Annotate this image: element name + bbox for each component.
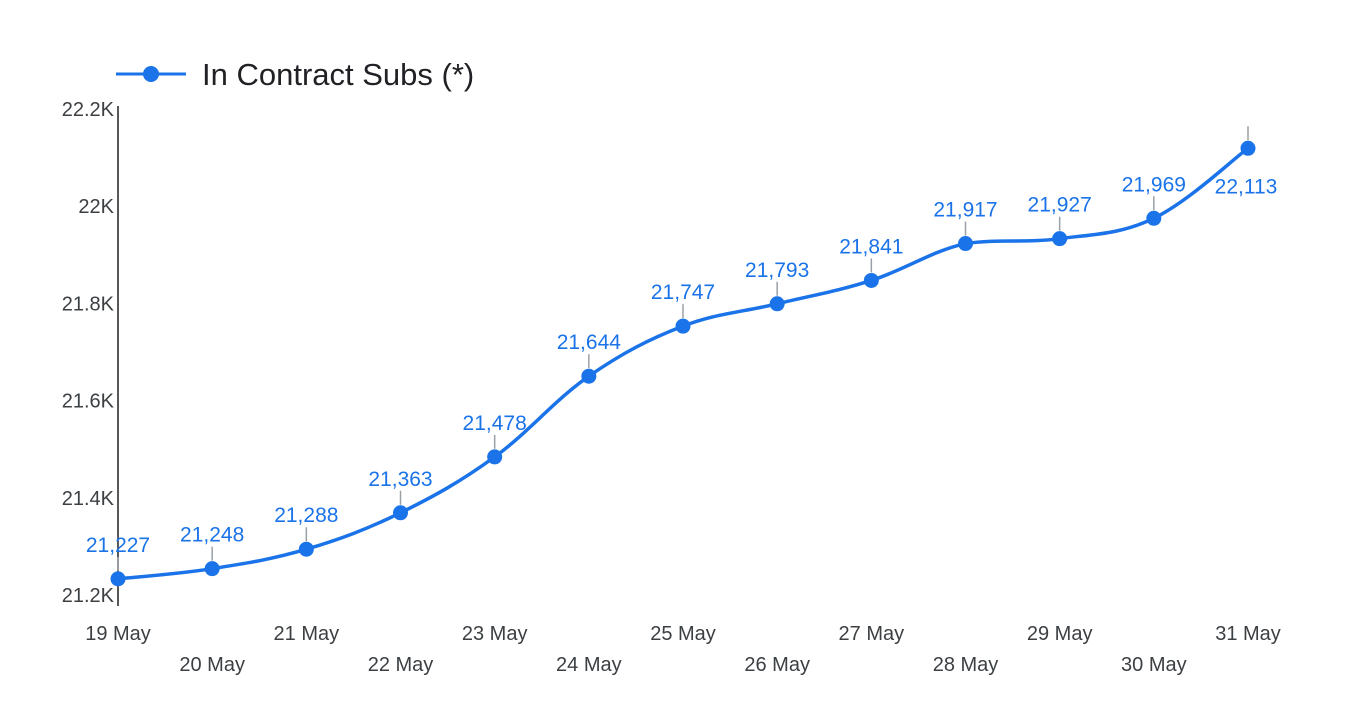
data-point xyxy=(581,368,597,384)
x-tick-label: 19 May xyxy=(85,623,151,645)
x-tick-label: 23 May xyxy=(462,623,528,645)
x-tick-label: 27 May xyxy=(839,623,905,645)
data-label: 21,478 xyxy=(463,412,527,435)
data-point xyxy=(769,296,785,312)
data-label: 21,288 xyxy=(274,504,338,527)
x-tick-label: 21 May xyxy=(274,623,340,645)
y-tick-label: 21.4K xyxy=(62,488,115,510)
data-label: 21,227 xyxy=(86,534,150,557)
data-label: 21,793 xyxy=(745,259,809,282)
data-point xyxy=(863,272,879,288)
data-point xyxy=(298,541,314,557)
y-tick-label: 21.8K xyxy=(62,293,115,315)
data-point xyxy=(1240,140,1256,156)
x-tick-label: 20 May xyxy=(179,654,245,676)
x-tick-label: 25 May xyxy=(650,623,716,645)
data-point xyxy=(1052,231,1068,247)
legend[interactable]: In Contract Subs (*) xyxy=(116,57,474,92)
series-layer xyxy=(110,140,1256,587)
x-axis-ticks: 19 May 20 May 21 May 22 May 23 May 24 May 25 M… xyxy=(85,623,1281,676)
data-label: 21,841 xyxy=(839,235,903,258)
data-label: 21,969 xyxy=(1122,173,1186,196)
data-label: 21,644 xyxy=(557,331,622,354)
data-label: 21,248 xyxy=(180,524,244,547)
data-point xyxy=(487,449,503,465)
data-label: 21,917 xyxy=(933,199,997,222)
x-tick-label: 31 May xyxy=(1215,623,1281,645)
data-label: 21,927 xyxy=(1028,194,1092,217)
data-label: 21,747 xyxy=(651,281,715,304)
x-tick-label: 26 May xyxy=(744,654,810,676)
x-tick-label: 24 May xyxy=(556,654,622,676)
data-point xyxy=(1146,210,1162,226)
data-labels-layer: 21,227 21,248 21,288 21,363 21,478 21,644 21,7… xyxy=(86,126,1277,571)
x-tick-label: 29 May xyxy=(1027,623,1093,645)
data-point xyxy=(204,561,220,577)
y-tick-label: 21.6K xyxy=(62,391,115,413)
x-tick-label: 30 May xyxy=(1121,654,1187,676)
y-tick-label: 21.2K xyxy=(62,585,115,607)
legend-label: In Contract Subs (*) xyxy=(202,57,474,92)
data-label: 21,363 xyxy=(368,468,432,491)
y-tick-label: 22.2K xyxy=(62,99,115,121)
y-tick-label: 22K xyxy=(78,196,114,218)
legend-dot-marker xyxy=(143,66,159,82)
data-label: 22,113 xyxy=(1215,175,1278,198)
data-point xyxy=(958,236,973,252)
y-axis-ticks: 21.2K 21.4K 21.6K 21.8K 22K 22.2K xyxy=(62,99,115,607)
data-point xyxy=(110,571,126,587)
data-point xyxy=(675,318,691,334)
x-tick-label: 28 May xyxy=(933,654,999,676)
x-tick-label: 22 May xyxy=(368,654,434,676)
data-point xyxy=(393,505,408,521)
